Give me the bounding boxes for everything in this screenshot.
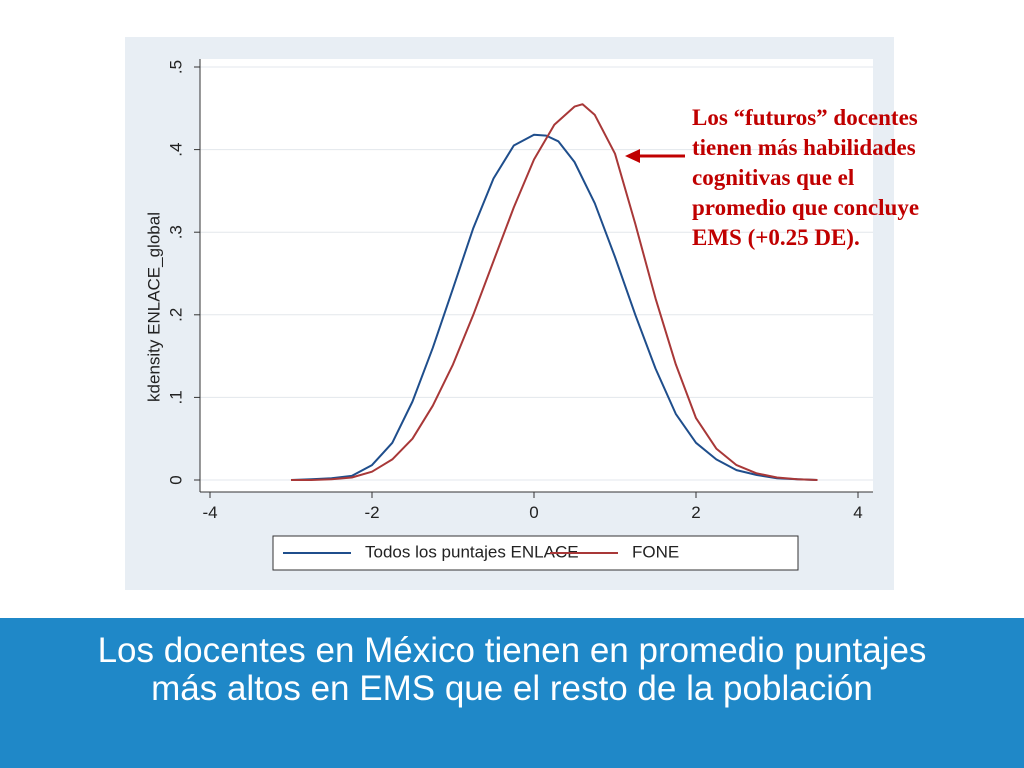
y-axis-label: kdensity ENLACE_global xyxy=(144,212,163,402)
y-tick-label: .4 xyxy=(166,143,185,157)
y-tick-label: .3 xyxy=(166,225,185,239)
series-line xyxy=(290,133,818,481)
y-tick-label: .2 xyxy=(166,308,185,322)
chart-annotation: Los “futuros” docentes tienen más habili… xyxy=(692,103,1012,253)
y-tick-label: 0 xyxy=(166,475,185,484)
x-tick-label: 0 xyxy=(529,503,538,522)
annotation-line: tienen más habilidades xyxy=(692,135,916,160)
plot-area xyxy=(200,59,873,492)
annotation-line: Los “futuros” docentes xyxy=(692,105,918,130)
legend-label: Todos los puntajes ENLACE xyxy=(365,542,579,561)
title-band xyxy=(0,618,1024,768)
y-tick-label: .1 xyxy=(166,390,185,404)
annotation-line: EMS (+0.25 DE). xyxy=(692,225,860,250)
slide-title: Los docentes en México tienen en promedi… xyxy=(0,632,1024,708)
x-tick-label: 2 xyxy=(691,503,700,522)
slide-title-line: más altos en EMS que el resto de la pobl… xyxy=(151,669,873,708)
x-tick-label: 4 xyxy=(853,503,862,522)
chart-panel: 0 .1 .2 .3 .4 .5 -4 -2 0 2 4 kdensity ENLACE_global… xyxy=(125,37,894,590)
annotation-line: promedio que concluye xyxy=(692,195,920,220)
legend-box xyxy=(272,535,799,571)
slide-title-line: Los docentes en México tienen en promedi… xyxy=(97,631,927,670)
y-tick-label: .5 xyxy=(166,60,185,74)
x-tick-label: -4 xyxy=(202,503,217,522)
density-chart: 0 .1 .2 .3 .4 .5 -4 -2 0 2 4 kdensity ENLACE_global… xyxy=(144,59,873,571)
annotation-line: cognitivas que el xyxy=(692,165,855,190)
legend-label: FONE xyxy=(632,542,679,561)
series-line xyxy=(291,103,818,481)
x-tick-label: -2 xyxy=(364,503,379,522)
